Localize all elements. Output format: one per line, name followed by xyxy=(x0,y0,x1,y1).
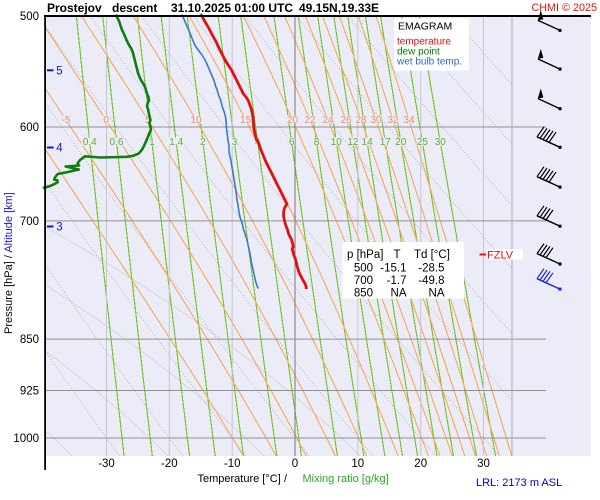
svg-text:30: 30 xyxy=(370,115,382,126)
svg-text:700: 700 xyxy=(354,275,373,287)
svg-text:wet bulb temp.: wet bulb temp. xyxy=(396,57,462,68)
svg-text:2: 2 xyxy=(200,137,206,148)
svg-text:-20: -20 xyxy=(161,458,178,470)
svg-text:49.15N,19.33E: 49.15N,19.33E xyxy=(299,1,379,15)
svg-text:3: 3 xyxy=(56,222,62,234)
svg-text:0.6: 0.6 xyxy=(110,137,124,148)
svg-text:NA: NA xyxy=(429,288,445,300)
svg-text:0: 0 xyxy=(103,115,109,126)
svg-text:32: 32 xyxy=(387,115,399,126)
svg-text:Pressure [hPa] / Altitude [k: Pressure [hPa] / Altitude [km] xyxy=(3,192,15,334)
svg-text:-30: -30 xyxy=(98,458,115,470)
svg-text:20: 20 xyxy=(395,137,407,148)
svg-text:T: T xyxy=(393,249,400,261)
svg-text:-15.1: -15.1 xyxy=(380,263,406,275)
svg-text:/: / xyxy=(284,473,288,485)
svg-text:500: 500 xyxy=(20,11,39,23)
svg-text:temperature: temperature xyxy=(397,37,451,48)
svg-text:NA: NA xyxy=(391,288,407,300)
svg-text:31.10.2025 01:00 UTC: 31.10.2025 01:00 UTC xyxy=(171,1,293,15)
svg-text:Temperature [°C]: Temperature [°C] xyxy=(198,473,281,485)
svg-text:20: 20 xyxy=(287,115,299,126)
svg-text:-49.8: -49.8 xyxy=(418,275,444,287)
svg-text:3: 3 xyxy=(232,137,238,148)
svg-text:500: 500 xyxy=(354,263,373,275)
svg-text:22: 22 xyxy=(304,115,316,126)
svg-text:850: 850 xyxy=(20,334,39,346)
svg-text:10: 10 xyxy=(331,137,343,148)
svg-text:FZLV: FZLV xyxy=(487,250,514,262)
svg-text:0: 0 xyxy=(292,458,298,470)
svg-text:24: 24 xyxy=(322,115,334,126)
svg-text:26: 26 xyxy=(340,115,352,126)
svg-text:1.4: 1.4 xyxy=(169,137,183,148)
svg-text:850: 850 xyxy=(354,288,373,300)
svg-text:5: 5 xyxy=(145,115,151,126)
svg-text:28: 28 xyxy=(355,115,367,126)
svg-text:Mixing ratio [g/kg]: Mixing ratio [g/kg] xyxy=(303,473,389,485)
svg-text:5: 5 xyxy=(56,65,62,77)
svg-text:-10: -10 xyxy=(224,458,241,470)
svg-text:6: 6 xyxy=(289,137,295,148)
svg-text:p [hPa]: p [hPa] xyxy=(347,249,383,261)
svg-text:EMAGRAM: EMAGRAM xyxy=(398,21,452,33)
svg-text:-5: -5 xyxy=(62,115,71,126)
svg-text:8: 8 xyxy=(314,137,320,148)
svg-text:25: 25 xyxy=(417,137,429,148)
svg-text:10: 10 xyxy=(351,458,364,470)
svg-text:12: 12 xyxy=(347,137,359,148)
svg-text:Prostejov: Prostejov xyxy=(47,1,102,15)
svg-text:1: 1 xyxy=(149,137,155,148)
svg-text:LRL: 2173 m ASL: LRL: 2173 m ASL xyxy=(476,477,562,489)
svg-text:20: 20 xyxy=(414,458,427,470)
svg-text:Td [°C]: Td [°C] xyxy=(414,249,450,261)
svg-text:-28.5: -28.5 xyxy=(418,263,444,275)
svg-text:CHMI © 2025: CHMI © 2025 xyxy=(531,2,597,14)
svg-text:700: 700 xyxy=(20,216,39,228)
svg-text:34: 34 xyxy=(403,115,415,126)
svg-text:dew point: dew point xyxy=(397,47,440,58)
svg-text:30: 30 xyxy=(435,137,447,148)
svg-text:0.4: 0.4 xyxy=(83,137,97,148)
svg-text:925: 925 xyxy=(20,386,39,398)
svg-text:15: 15 xyxy=(240,115,252,126)
svg-text:17: 17 xyxy=(380,137,392,148)
svg-text:4: 4 xyxy=(56,143,63,155)
svg-text:30: 30 xyxy=(477,458,490,470)
svg-text:1000: 1000 xyxy=(13,433,39,445)
svg-text:-1.7: -1.7 xyxy=(387,275,407,287)
svg-text:600: 600 xyxy=(20,122,39,134)
svg-text:14: 14 xyxy=(362,137,374,148)
svg-text:10: 10 xyxy=(190,115,202,126)
svg-text:descent: descent xyxy=(112,1,157,15)
